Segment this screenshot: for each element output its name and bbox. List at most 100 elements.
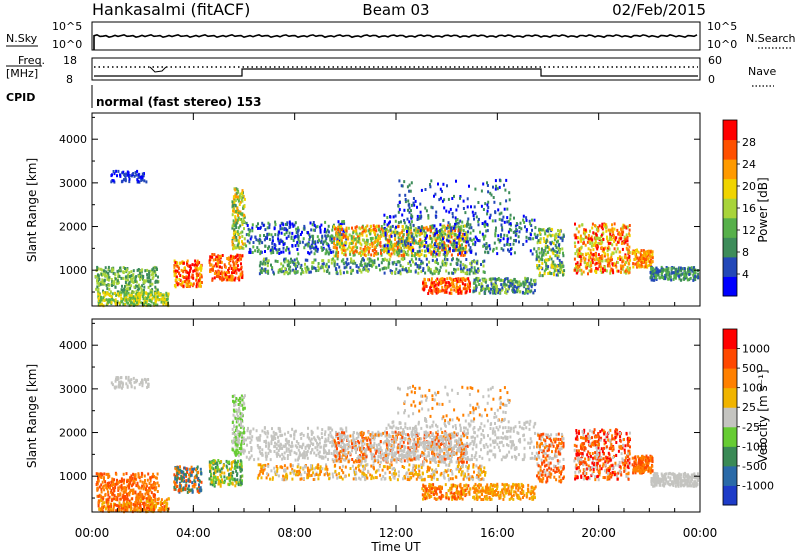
- echo-cell: [259, 268, 262, 272]
- echo-cell: [465, 290, 468, 294]
- echo-cell: [231, 255, 234, 259]
- echo-cell: [120, 291, 123, 295]
- echo-cell: [340, 259, 343, 263]
- echo-cell: [602, 250, 605, 254]
- echo-cell: [289, 265, 292, 269]
- echo-cell: [335, 234, 338, 238]
- echo-cell: [463, 232, 466, 236]
- echo-cell: [587, 258, 590, 262]
- echo-cell: [407, 230, 410, 234]
- echo-cell: [388, 235, 391, 239]
- echo-cell: [512, 286, 515, 290]
- echo-cell: [139, 285, 142, 289]
- echo-cell: [250, 235, 253, 239]
- echo-cell: [499, 202, 502, 206]
- echo-cell: [585, 235, 588, 239]
- echo-cell: [465, 271, 468, 275]
- echo-cell: [370, 228, 373, 232]
- echo-cell: [121, 288, 124, 292]
- echo-cell: [186, 275, 189, 279]
- echo-cell: [628, 224, 631, 227]
- echo-cell: [126, 498, 129, 501]
- echo-cell: [574, 245, 577, 248]
- echo-cell: [511, 282, 514, 286]
- echo-cell: [190, 283, 193, 286]
- echo-cell: [652, 278, 655, 282]
- echo-cell: [342, 233, 345, 236]
- echo-cell: [138, 300, 141, 304]
- echo-cell: [294, 264, 297, 268]
- echo-cell: [112, 486, 115, 490]
- echo-cell: [692, 273, 695, 277]
- echo-cell: [443, 289, 446, 293]
- echo-cell: [117, 493, 120, 497]
- echo-cell: [102, 289, 104, 293]
- echo-cell: [509, 281, 512, 285]
- echo-cell: [550, 227, 553, 231]
- echo-cell: [105, 298, 108, 302]
- echo-cell: [645, 252, 648, 255]
- echo-cell: [407, 241, 410, 245]
- echo-cell: [407, 199, 410, 203]
- echo-cell: [620, 232, 623, 236]
- echo-cell: [515, 228, 518, 231]
- echo-cell: [557, 243, 560, 247]
- echo-cell: [185, 277, 188, 281]
- echo-cell: [692, 278, 695, 282]
- echo-cell: [218, 257, 221, 261]
- echo-cell: [535, 257, 538, 261]
- echo-cell: [295, 227, 298, 231]
- echo-cell: [226, 257, 229, 260]
- echo-cell: [523, 291, 526, 295]
- echo-cell: [660, 269, 663, 272]
- echo-cell: [307, 244, 310, 248]
- echo-cell: [143, 507, 146, 511]
- echo-cell: [613, 227, 616, 231]
- colorbar-swatch: [723, 159, 737, 180]
- echo-cell: [141, 268, 144, 272]
- echo-cell: [248, 247, 251, 251]
- echo-cell: [392, 244, 395, 247]
- echo-cell: [450, 243, 453, 247]
- echo-cell: [143, 285, 146, 289]
- echo-cell: [542, 237, 545, 240]
- echo-cell: [395, 225, 397, 229]
- echo-cell: [96, 265, 99, 269]
- echo-cell: [455, 290, 458, 294]
- echo-cell: [350, 257, 353, 261]
- echo-cell: [130, 301, 132, 305]
- echo-cell: [655, 274, 658, 277]
- echo-cell: [440, 289, 443, 293]
- echo-cell: [517, 235, 520, 239]
- echo-cell: [582, 270, 585, 274]
- echo-cell: [95, 472, 98, 476]
- echo-cell: [238, 268, 240, 272]
- echo-cell: [149, 288, 152, 292]
- echo-cell: [626, 239, 629, 243]
- echo-cell: [485, 278, 488, 282]
- echo-cell: [327, 234, 330, 238]
- echo-cell: [493, 241, 496, 245]
- echo-cell: [137, 175, 140, 179]
- echo-cell: [291, 222, 294, 226]
- echo-cell: [340, 233, 343, 237]
- echo-cell: [149, 488, 152, 492]
- echo-cell: [307, 231, 310, 235]
- echo-cell: [159, 509, 162, 513]
- freq-panel: Freq. [MHz] 18 8 60 0 Nave: [6, 54, 776, 87]
- echo-cell: [228, 270, 230, 274]
- echo-cell: [285, 236, 288, 240]
- echo-cell: [259, 250, 262, 254]
- echo-cell: [336, 262, 339, 266]
- echo-cell: [510, 228, 513, 232]
- echo-cell: [411, 245, 414, 249]
- echo-cell: [466, 220, 469, 224]
- echo-cell: [161, 296, 164, 300]
- echo-cell: [302, 237, 305, 241]
- echo-cell: [103, 504, 106, 508]
- echo-cell: [339, 228, 342, 232]
- echo-cell: [397, 240, 400, 244]
- echo-cell: [130, 303, 133, 307]
- echo-cell: [103, 269, 105, 273]
- echo-cell: [312, 221, 315, 224]
